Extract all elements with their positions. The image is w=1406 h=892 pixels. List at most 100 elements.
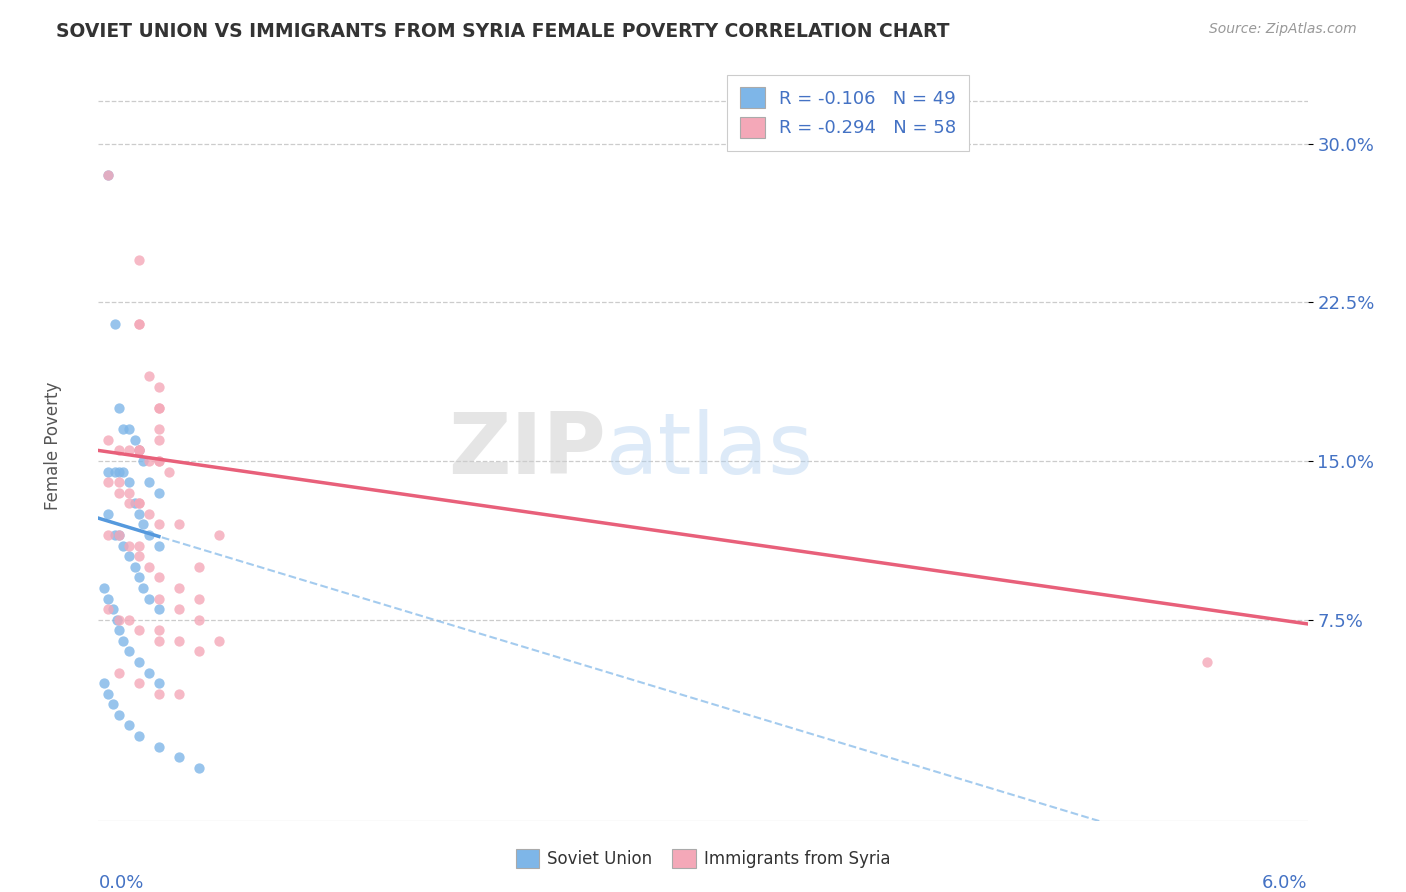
Point [111, 633, 134, 648]
Point [107, 528, 129, 542]
Point [124, 433, 146, 447]
Point [148, 739, 170, 754]
Text: Source: ZipAtlas.com: Source: ZipAtlas.com [1209, 22, 1357, 37]
Point [208, 633, 231, 648]
Point [107, 528, 129, 542]
Point [157, 465, 180, 479]
Point [167, 750, 190, 764]
Point [118, 443, 141, 458]
Point [107, 624, 129, 638]
Point [118, 485, 141, 500]
Point [128, 570, 150, 584]
Point [93, 581, 115, 595]
Point [128, 443, 150, 458]
Point [118, 644, 141, 658]
Point [148, 624, 170, 638]
Point [1195, 655, 1218, 669]
Point [128, 443, 150, 458]
Point [107, 475, 129, 490]
Point [124, 496, 146, 510]
Point [188, 559, 211, 574]
Point [148, 687, 170, 701]
Point [167, 633, 190, 648]
Text: ZIP: ZIP [449, 409, 606, 492]
Point [118, 549, 141, 564]
Point [148, 433, 170, 447]
Point [105, 613, 128, 627]
Point [128, 443, 150, 458]
Legend: R = -0.106   N = 49, R = -0.294   N = 58: R = -0.106 N = 49, R = -0.294 N = 58 [727, 75, 969, 151]
Point [132, 454, 155, 468]
Text: 6.0%: 6.0% [1263, 873, 1308, 891]
Point [128, 317, 150, 331]
Point [148, 401, 170, 416]
Point [107, 613, 129, 627]
Point [107, 443, 129, 458]
Point [148, 539, 170, 553]
Point [132, 517, 155, 532]
Point [97, 169, 120, 183]
Point [128, 496, 150, 510]
Point [148, 676, 170, 690]
Text: Female Poverty: Female Poverty [45, 382, 62, 510]
Point [138, 454, 160, 468]
Point [148, 401, 170, 416]
Point [148, 380, 170, 394]
Point [93, 676, 115, 690]
Point [148, 422, 170, 436]
Point [138, 665, 160, 680]
Point [128, 539, 150, 553]
Point [128, 624, 150, 638]
Point [128, 729, 150, 743]
Point [148, 454, 170, 468]
Point [111, 422, 134, 436]
Point [167, 687, 190, 701]
Point [167, 602, 190, 616]
Point [148, 570, 170, 584]
Point [97, 475, 120, 490]
Point [107, 401, 129, 416]
Point [97, 591, 120, 606]
Legend: Soviet Union, Immigrants from Syria: Soviet Union, Immigrants from Syria [509, 842, 897, 875]
Point [128, 496, 150, 510]
Point [188, 613, 211, 627]
Point [97, 687, 120, 701]
Text: SOVIET UNION VS IMMIGRANTS FROM SYRIA FEMALE POVERTY CORRELATION CHART: SOVIET UNION VS IMMIGRANTS FROM SYRIA FE… [56, 22, 949, 41]
Point [208, 528, 231, 542]
Point [128, 443, 150, 458]
Point [148, 454, 170, 468]
Point [128, 253, 150, 268]
Point [101, 602, 124, 616]
Point [124, 559, 146, 574]
Point [118, 496, 141, 510]
Point [97, 507, 120, 521]
Point [97, 602, 120, 616]
Point [188, 591, 211, 606]
Point [97, 528, 120, 542]
Point [111, 465, 134, 479]
Point [167, 517, 190, 532]
Point [107, 485, 129, 500]
Point [148, 633, 170, 648]
Point [148, 485, 170, 500]
Point [128, 507, 150, 521]
Point [132, 581, 155, 595]
Point [118, 475, 141, 490]
Point [118, 718, 141, 732]
Point [188, 644, 211, 658]
Point [188, 761, 211, 775]
Text: atlas: atlas [606, 409, 814, 492]
Point [167, 581, 190, 595]
Point [118, 422, 141, 436]
Point [128, 549, 150, 564]
Point [107, 465, 129, 479]
Point [138, 507, 160, 521]
Point [103, 465, 125, 479]
Point [128, 317, 150, 331]
Point [101, 698, 124, 712]
Text: 0.0%: 0.0% [98, 873, 143, 891]
Point [138, 559, 160, 574]
Point [138, 591, 160, 606]
Point [138, 369, 160, 384]
Point [107, 665, 129, 680]
